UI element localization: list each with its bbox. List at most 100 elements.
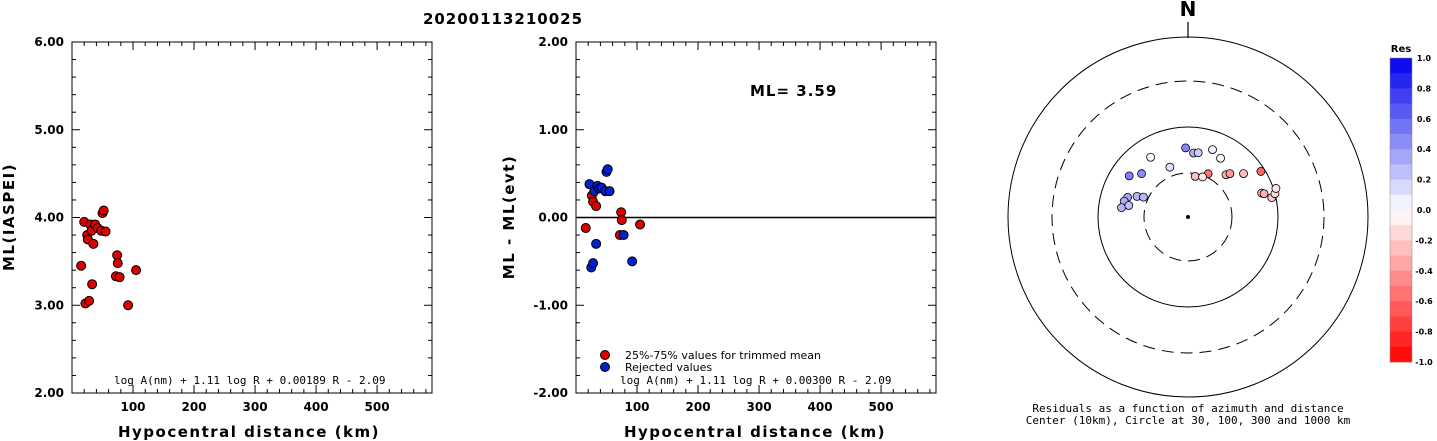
colorbar-segment bbox=[1390, 270, 1412, 287]
station-residual-marker bbox=[1124, 201, 1134, 210]
panel2-data-point bbox=[618, 230, 629, 241]
panel1-plot-frame bbox=[71, 41, 433, 394]
panel2-x-tick-label: 100 bbox=[624, 400, 649, 414]
colorbar-segment bbox=[1390, 346, 1412, 363]
distance-ring-1000km bbox=[1007, 36, 1369, 398]
panel2-y-axis-label: ML - ML(evt) bbox=[500, 155, 518, 279]
station-residual-marker bbox=[1225, 169, 1235, 179]
distance-ring-300km bbox=[1051, 80, 1325, 354]
panel1-y-axis-label: ML(IASPEI) bbox=[0, 163, 18, 271]
panel1-y-tick-label: 6.00 bbox=[34, 35, 64, 49]
distance-ring-100km bbox=[1097, 126, 1279, 308]
panel2-y-tick-label: 0.00 bbox=[538, 211, 568, 225]
polar-caption-line1: Residuals as a function of azimuth and d… bbox=[1032, 402, 1343, 415]
panel1-data-point bbox=[76, 260, 87, 271]
colorbar-segment bbox=[1390, 149, 1412, 165]
colorbar-tick-label: 0.6 bbox=[1417, 115, 1432, 124]
panel2-y-tick-label: 2.00 bbox=[538, 35, 568, 49]
panel2-y-tick-label: -2.00 bbox=[533, 386, 568, 400]
colorbar-segment bbox=[1390, 179, 1412, 196]
colorbar-tick-label: 0.2 bbox=[1417, 176, 1431, 185]
colorbar-frame bbox=[1389, 57, 1413, 363]
panel1-data-point bbox=[98, 205, 109, 216]
colorbar-tick-label: 1.0 bbox=[1417, 54, 1432, 63]
station-residual-marker bbox=[1146, 152, 1156, 162]
colorbar-segment bbox=[1390, 194, 1412, 211]
panel2-legend-blue-marker bbox=[600, 362, 610, 372]
station-residual-marker bbox=[1239, 169, 1248, 179]
colorbar-tick-label: -0.2 bbox=[1415, 236, 1433, 245]
panel1-y-tick-label: 2.00 bbox=[34, 386, 64, 400]
panel1-x-tick-label: 200 bbox=[182, 400, 207, 414]
station-residual-marker bbox=[1181, 143, 1190, 153]
panel2-data-point bbox=[591, 201, 602, 212]
panel2-formula: log A(nm) + 1.11 log R + 0.00300 R - 2.0… bbox=[620, 374, 892, 387]
colorbar-segment bbox=[1390, 255, 1412, 272]
colorbar-segment bbox=[1390, 301, 1412, 317]
station-residual-marker bbox=[1259, 189, 1269, 199]
colorbar-title: Res bbox=[1391, 44, 1411, 55]
station-residual-marker bbox=[1271, 184, 1281, 193]
figure-title: 20200113210025 bbox=[423, 10, 583, 28]
colorbar-segment bbox=[1390, 134, 1412, 150]
station-residual-marker bbox=[1193, 148, 1203, 158]
panel2-x-axis-label: Hypocentral distance (km) bbox=[624, 423, 886, 441]
panel2-data-point bbox=[616, 215, 627, 226]
colorbar-tick-label: -0.6 bbox=[1415, 297, 1433, 306]
distance-ring-30km bbox=[1143, 172, 1233, 262]
panel2-data-point bbox=[627, 256, 638, 267]
panel1-data-point bbox=[114, 272, 125, 283]
panel2-data-point bbox=[604, 186, 615, 197]
colorbar-segment bbox=[1390, 210, 1412, 226]
panel2-data-point bbox=[580, 223, 591, 234]
panel2-ml-annotation: ML= 3.59 bbox=[750, 82, 837, 100]
station-residual-marker bbox=[1137, 169, 1146, 179]
colorbar-segment bbox=[1390, 58, 1412, 74]
ml-vs-distance-panel: log A(nm) + 1.11 log R + 0.00189 R - 2.0… bbox=[0, 35, 433, 441]
colorbar-segment bbox=[1390, 331, 1412, 348]
panel1-x-tick-label: 400 bbox=[304, 400, 329, 414]
panel1-data-point bbox=[112, 258, 123, 269]
panel1-formula: log A(nm) + 1.11 log R + 0.00189 R - 2.0… bbox=[114, 374, 386, 387]
panel1-y-tick-label: 4.00 bbox=[34, 211, 64, 225]
colorbar-segment bbox=[1390, 164, 1412, 180]
station-residual-marker bbox=[1198, 172, 1207, 182]
panel1-x-tick-label: 100 bbox=[120, 400, 145, 414]
panel2-legend-red-label: 25%-75% values for trimmed mean bbox=[625, 349, 821, 362]
panel1-data-point bbox=[100, 226, 111, 237]
colorbar-tick-label: -0.4 bbox=[1415, 267, 1433, 276]
panel2-x-tick-label: 500 bbox=[869, 400, 894, 414]
panel1-data-point bbox=[131, 265, 142, 276]
panel1-x-tick-label: 500 bbox=[365, 400, 390, 414]
residual-vs-distance-panel: ML= 3.59 25%-75% values for trimmed mean… bbox=[500, 35, 937, 441]
colorbar-segment bbox=[1390, 316, 1412, 332]
station-residual-marker bbox=[1256, 167, 1266, 176]
panel1-x-tick-label: 300 bbox=[243, 400, 268, 414]
colorbar-segment bbox=[1390, 240, 1412, 256]
colorbar-segment bbox=[1390, 73, 1412, 89]
panel2-y-tick-label: -1.00 bbox=[533, 298, 568, 312]
north-label: N bbox=[1180, 0, 1197, 21]
colorbar-tick-label: -0.8 bbox=[1415, 328, 1433, 337]
panel1-data-point bbox=[88, 238, 99, 249]
colorbar-tick-label: -1.0 bbox=[1415, 358, 1433, 367]
station-residual-marker bbox=[1139, 192, 1148, 202]
azimuth-residual-panel: N Residuals as a function of azimuth and… bbox=[1007, 0, 1433, 427]
station-residual-marker bbox=[1216, 153, 1225, 163]
panel1-data-point bbox=[123, 300, 134, 311]
colorbar-tick-label: 0.0 bbox=[1417, 206, 1432, 215]
epicenter-dot bbox=[1186, 215, 1190, 219]
panel2-legend-red-marker bbox=[600, 350, 610, 360]
station-residual-marker bbox=[1117, 203, 1126, 213]
colorbar-tick-label: 0.4 bbox=[1417, 145, 1432, 154]
station-residual-marker bbox=[1165, 162, 1175, 172]
colorbar-segment bbox=[1390, 225, 1412, 241]
station-residual-marker bbox=[1190, 171, 1200, 181]
panel1-data-point bbox=[84, 295, 95, 306]
panel1-data-point bbox=[87, 279, 98, 290]
panel2-x-tick-label: 300 bbox=[747, 400, 772, 414]
panel2-data-point bbox=[635, 219, 646, 230]
colorbar-tick-label: 0.8 bbox=[1417, 84, 1432, 93]
panel1-y-tick-label: 3.00 bbox=[34, 298, 64, 312]
